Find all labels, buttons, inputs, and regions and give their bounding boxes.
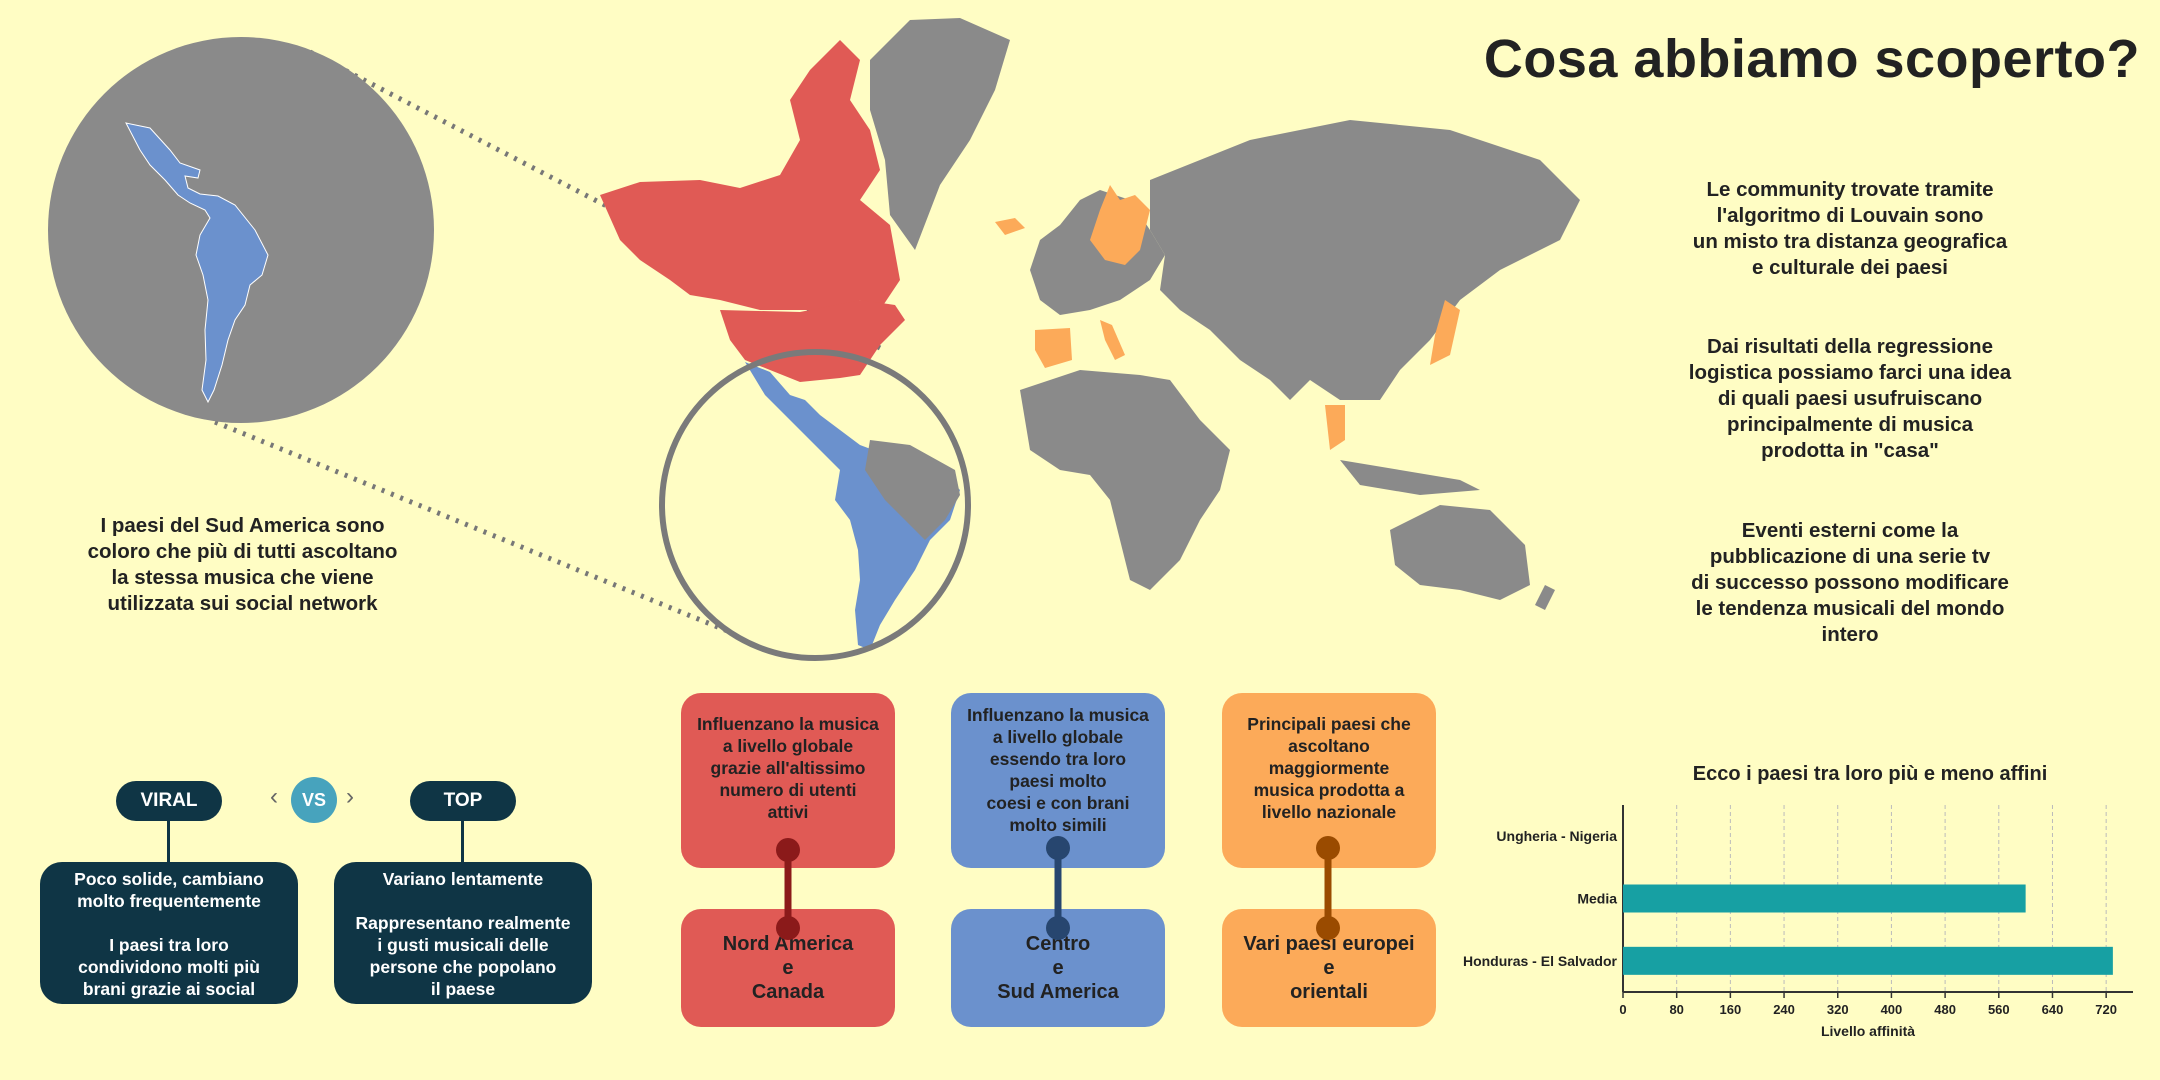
x-tick-label: 640 [2042, 1002, 2064, 1017]
thailand-shape [1325, 405, 1345, 450]
vs-badge: VS [291, 777, 337, 823]
x-tick-label: 160 [1720, 1002, 1742, 1017]
brazil-shape [865, 440, 960, 540]
card-north-america-desc: Influenzano la musica a livello globale … [681, 693, 895, 868]
canada-shape [600, 40, 900, 310]
card-south-america-label: Centro e Sud America [951, 909, 1165, 1027]
asia-shape [1150, 120, 1580, 400]
chevron-left-icon: ‹ [270, 783, 278, 810]
x-tick-label: 80 [1669, 1002, 1683, 1017]
italy-shape [1100, 320, 1125, 360]
australia-shape [1390, 505, 1530, 600]
zoom-illustration [48, 37, 882, 635]
card-south-america-desc: Influenzano la musica a livello globale … [951, 693, 1165, 868]
viral-connector [167, 821, 170, 863]
category-label: Media [1577, 891, 1617, 907]
x-tick-label: 720 [2095, 1002, 2117, 1017]
x-tick-label: 480 [1934, 1002, 1956, 1017]
top-description: Variano lentamente Rappresentano realmen… [334, 862, 592, 1004]
zoom-connector-top [308, 49, 882, 351]
iberia-shape [1035, 328, 1072, 368]
category-label: Ungheria - Nigeria [1496, 828, 1617, 844]
top-connector [461, 821, 464, 863]
scandinavia-shape [1090, 185, 1150, 265]
indonesia-shape [1340, 460, 1480, 495]
x-tick-label: 400 [1881, 1002, 1903, 1017]
bar [1623, 884, 2026, 913]
top-pill: TOP [410, 781, 516, 821]
japan-shape [1430, 300, 1460, 365]
x-axis-label: Livello affinità [1821, 1023, 1915, 1039]
south-america-text: I paesi del Sud America sono coloro che … [87, 514, 398, 615]
insight-text-1: Le community trovate tramite l'algoritmo… [1692, 178, 2008, 279]
viral-description: Poco solide, cambiano molto frequentemen… [40, 862, 298, 1004]
south-america-zoom-icon [125, 122, 269, 404]
x-tick-label: 0 [1619, 1002, 1626, 1017]
chart-title: Ecco i paesi tra loro più e meno affini [1692, 763, 2048, 785]
card-europe-asia-label: Vari paesi europei e orientali [1222, 909, 1436, 1027]
zoom-connector-bottom [214, 419, 731, 635]
category-label: Honduras - El Salvador [1463, 953, 1618, 969]
world-map [600, 18, 1580, 661]
africa-shape [1020, 370, 1230, 590]
card-europe-asia-desc: Principali paesi che ascoltano maggiorme… [1222, 693, 1436, 868]
chevron-right-icon: › [346, 783, 354, 810]
insight-text-3: Eventi esterni come la pubblicazione di … [1691, 519, 2009, 646]
bar [1623, 946, 2113, 975]
x-tick-label: 240 [1773, 1002, 1795, 1017]
insight-text-2: Dai risultati della regressione logistic… [1688, 335, 2012, 462]
latin-america-shape [745, 362, 960, 650]
x-tick-label: 320 [1827, 1002, 1849, 1017]
zoom-ring [659, 349, 971, 661]
greenland-shape [870, 18, 1010, 250]
x-tick-label: 560 [1988, 1002, 2010, 1017]
affinity-chart: 0 80 160 240 320 400 480 560 640 720 Ungheria - Ni… [1463, 805, 2133, 1039]
viral-pill: VIRAL [116, 781, 222, 821]
page-title: Cosa abbiamo scoperto? [1483, 29, 2140, 89]
card-north-america-label: Nord America e Canada [681, 909, 895, 1027]
new-zealand-shape [1535, 585, 1555, 610]
iceland-shape [995, 218, 1025, 235]
